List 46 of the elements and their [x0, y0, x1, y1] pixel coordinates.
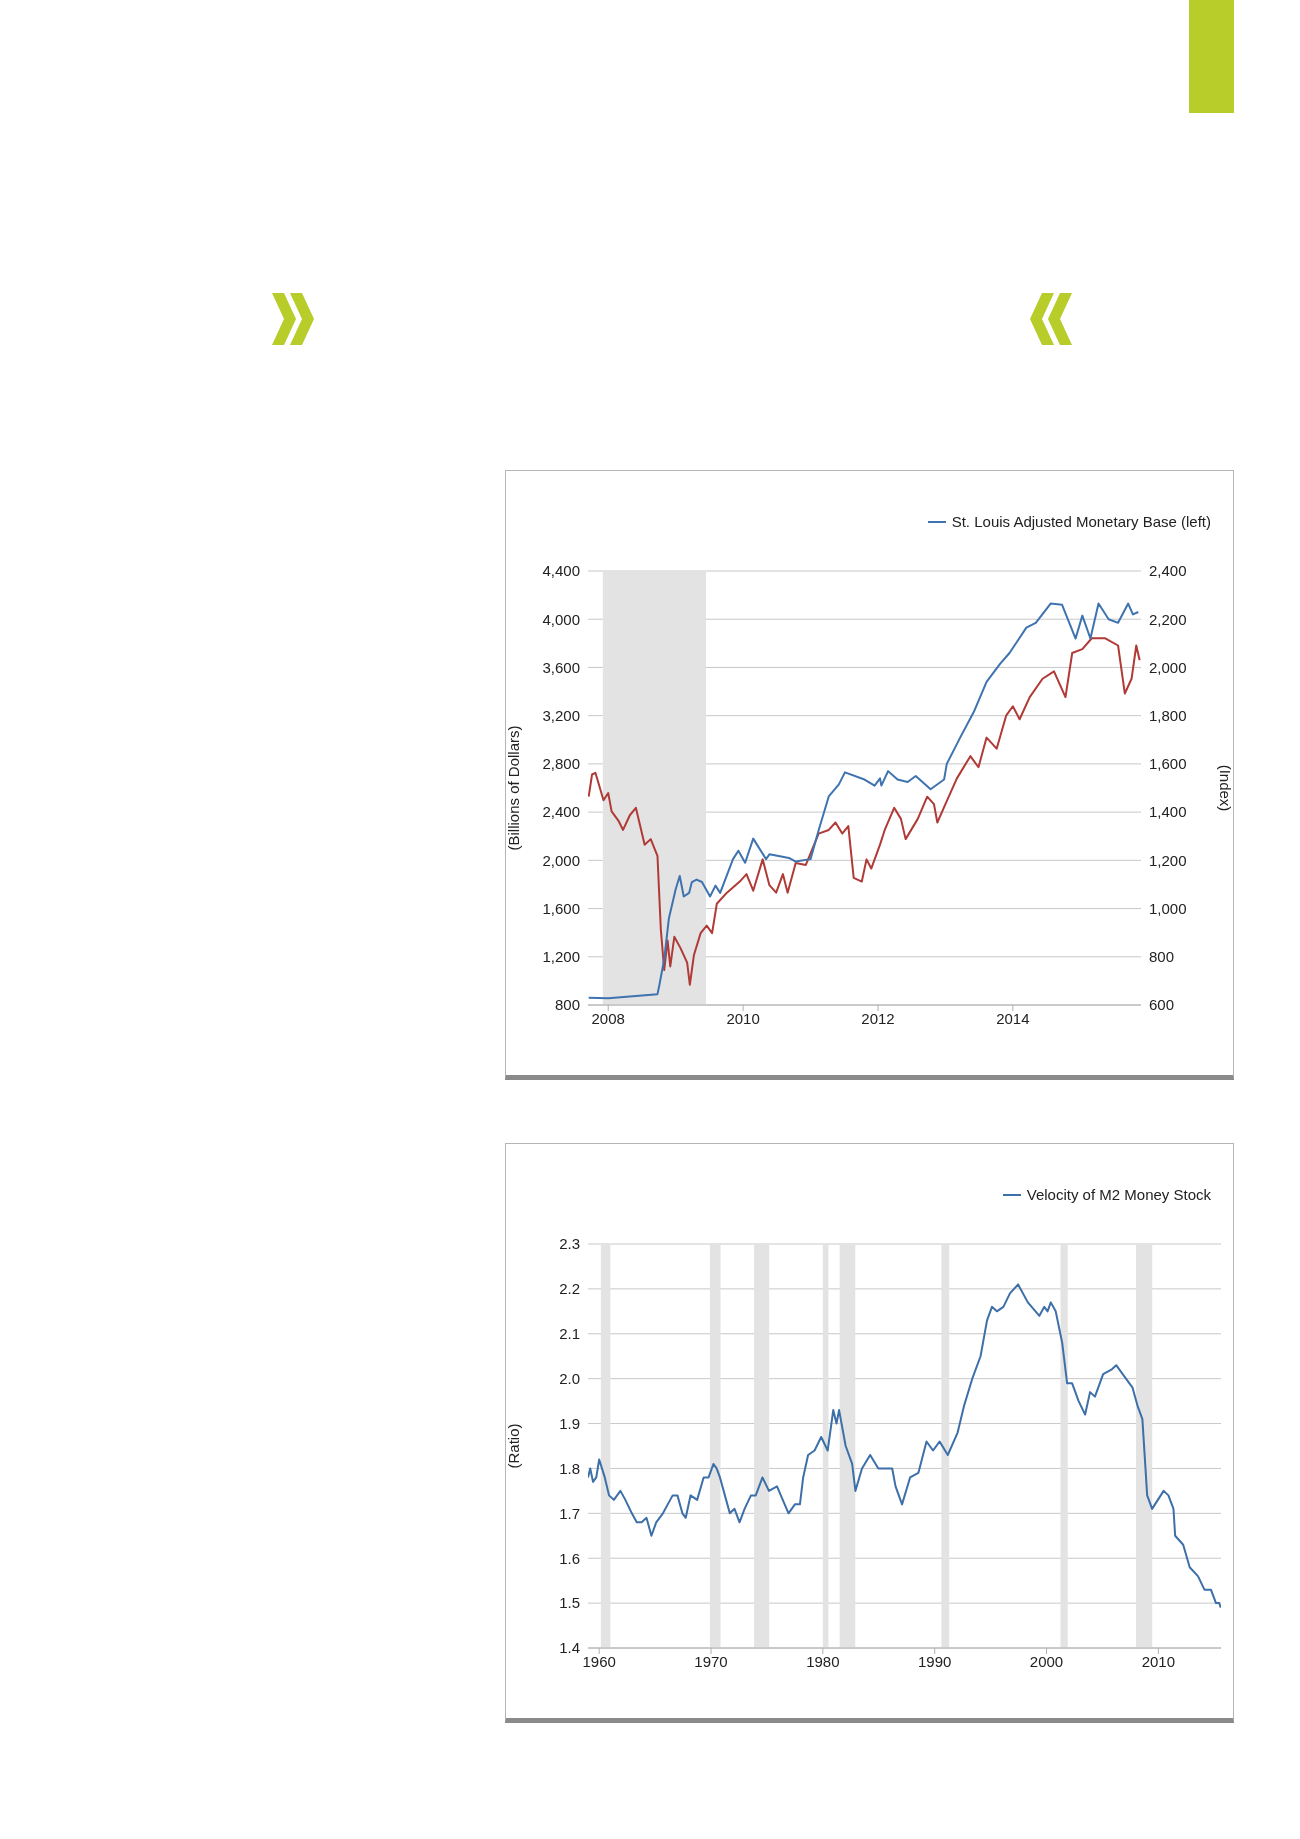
x-tick-label: 1990: [918, 1652, 952, 1670]
y-tick-label: 1.4: [559, 1639, 580, 1657]
y-tick-label: 1,200: [542, 948, 580, 966]
legend-label: St. Louis Adjusted Monetary Base (left): [951, 512, 1211, 532]
x-tick-label: 2008: [591, 1009, 625, 1027]
x-tick-label: 1980: [806, 1652, 840, 1670]
y-tick-label: 4,000: [542, 610, 580, 628]
legend-label: Velocity of M2 Money Stock: [1026, 1185, 1211, 1205]
y-tick-label: 800: [554, 996, 580, 1014]
y2-tick-label: 1,600: [1149, 755, 1187, 773]
y2-tick-label: 1,400: [1149, 803, 1187, 821]
x-tick-label: 2014: [996, 1009, 1030, 1027]
x-tick-label: 1970: [694, 1652, 728, 1670]
y-tick-label: 2.2: [559, 1280, 580, 1298]
y-tick-label: 1.9: [559, 1414, 580, 1432]
y-tick-label: 1.6: [559, 1549, 580, 1567]
y-tick-label: 1.7: [559, 1504, 580, 1522]
x-tick-label: 2000: [1029, 1652, 1064, 1670]
y-tick-label: 2.1: [559, 1325, 580, 1343]
y2-tick-label: 1,000: [1149, 899, 1187, 917]
y-axis-title: (Ratio): [505, 1423, 523, 1469]
y2-tick-label: 800: [1149, 948, 1175, 966]
y2-tick-label: 1,800: [1149, 706, 1187, 724]
y2-tick-label: 2,000: [1149, 658, 1187, 676]
x-tick-label: 2010: [1141, 1652, 1176, 1670]
y-tick-label: 1,600: [542, 899, 580, 917]
y-tick-label: 2,400: [542, 803, 580, 821]
y-tick-label: 2.0: [559, 1369, 580, 1387]
x-tick-label: 1960: [582, 1652, 616, 1670]
y-tick-label: 3,200: [542, 706, 580, 724]
y-tick-label: 2,800: [542, 755, 580, 773]
y2-axis-title: (Index): [1216, 764, 1234, 812]
y-tick-label: 3,600: [542, 658, 580, 676]
y-tick-label: 2.3: [559, 1235, 580, 1253]
y2-tick-label: 1,200: [1149, 851, 1187, 869]
y2-tick-label: 2,200: [1149, 610, 1187, 628]
y-tick-label: 1.5: [559, 1594, 580, 1612]
y-tick-label: 1.8: [559, 1459, 580, 1477]
y-tick-label: 4,400: [542, 562, 580, 580]
y2-tick-label: 2,400: [1149, 562, 1187, 580]
x-tick-label: 2012: [861, 1009, 895, 1027]
y-tick-label: 2,000: [542, 851, 580, 869]
y2-tick-label: 600: [1149, 996, 1175, 1014]
x-tick-label: 2010: [726, 1009, 760, 1027]
y-axis-title: (Billions of Dollars): [505, 725, 523, 851]
line-series: [588, 1283, 1221, 1609]
